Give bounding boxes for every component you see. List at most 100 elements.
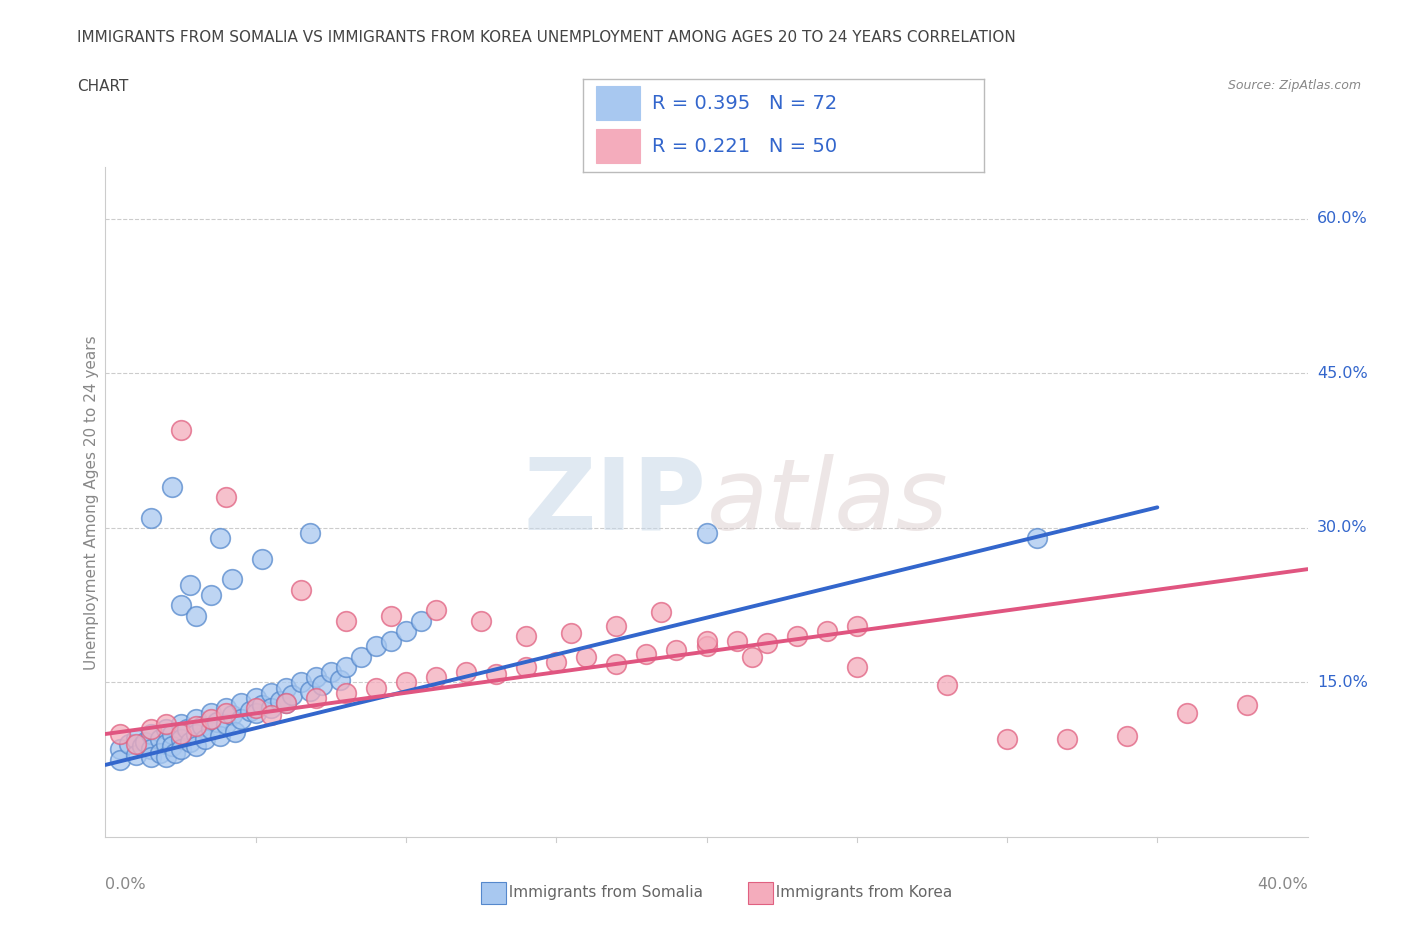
Point [1116,728,1139,743]
Point [169,598,191,613]
Point [214,716,236,731]
Point [155,722,177,737]
Point [454,665,477,680]
Point [208,728,231,743]
Point [200,722,222,737]
Point [229,696,252,711]
Text: 40.0%: 40.0% [1257,877,1308,892]
Point [155,716,177,731]
Point [298,684,321,698]
Point [260,701,283,716]
Point [546,655,568,670]
Point [179,578,201,592]
Point [605,618,627,633]
Point [200,711,222,726]
Point [200,706,222,721]
Point [269,694,291,709]
Point [696,634,718,649]
Point [214,706,236,721]
Point [696,525,718,540]
Point [605,657,627,671]
Point [665,642,688,657]
Point [305,670,328,684]
Text: IMMIGRANTS FROM SOMALIA VS IMMIGRANTS FROM KOREA UNEMPLOYMENT AMONG AGES 20 TO 2: IMMIGRANTS FROM SOMALIA VS IMMIGRANTS FR… [77,30,1017,45]
Point [110,752,132,767]
Point [221,708,243,723]
Point [194,732,217,747]
Point [1236,698,1258,712]
Point [290,675,312,690]
Point [515,629,537,644]
Point [395,675,418,690]
Point [184,711,207,726]
Text: 45.0%: 45.0% [1317,365,1368,381]
Point [290,582,312,597]
Point [214,489,236,504]
Point [169,726,191,741]
Point [260,708,283,723]
Point [224,724,246,739]
Point [364,639,387,654]
Point [148,732,170,747]
Point [335,613,357,628]
Point [148,745,170,760]
Point [380,608,402,623]
Point [124,747,146,762]
Point [163,745,186,760]
Text: 0.0%: 0.0% [105,877,146,892]
Point [1026,531,1049,546]
Point [425,670,447,684]
Text: 15.0%: 15.0% [1317,675,1368,690]
Point [190,718,212,733]
Text: CHART: CHART [77,79,129,94]
Point [409,613,432,628]
Point [485,667,508,682]
Point [160,479,183,494]
Point [815,623,838,638]
Point [245,706,267,721]
Point [250,698,273,712]
Point [274,696,297,711]
Point [184,718,207,733]
Point [636,646,658,661]
Point [560,626,582,641]
Point [139,726,162,741]
Text: 30.0%: 30.0% [1317,521,1368,536]
Point [845,618,868,633]
Point [155,737,177,751]
Text: R = 0.221   N = 50: R = 0.221 N = 50 [651,137,837,155]
Point [335,659,357,674]
Point [298,525,321,540]
Point [786,629,808,644]
Point [250,551,273,566]
Point [515,659,537,674]
Point [329,673,352,688]
Point [200,588,222,603]
Point [995,732,1018,747]
Point [205,714,228,729]
Point [118,737,141,751]
Point [755,636,778,651]
Text: 60.0%: 60.0% [1317,211,1368,226]
Point [169,732,191,747]
Point [696,639,718,654]
Bar [596,129,640,163]
Point [305,690,328,705]
Point [169,422,191,437]
Point [281,687,304,702]
Point [364,680,387,695]
Point [110,726,132,741]
Point [184,739,207,754]
Point [741,649,763,664]
Point [319,665,342,680]
Point [124,737,146,751]
Bar [596,86,640,120]
Point [274,680,297,695]
Point [134,735,156,750]
Point [229,711,252,726]
Point [239,704,262,719]
Point [470,613,492,628]
Point [936,677,959,692]
Point [124,732,146,747]
Point [139,511,162,525]
